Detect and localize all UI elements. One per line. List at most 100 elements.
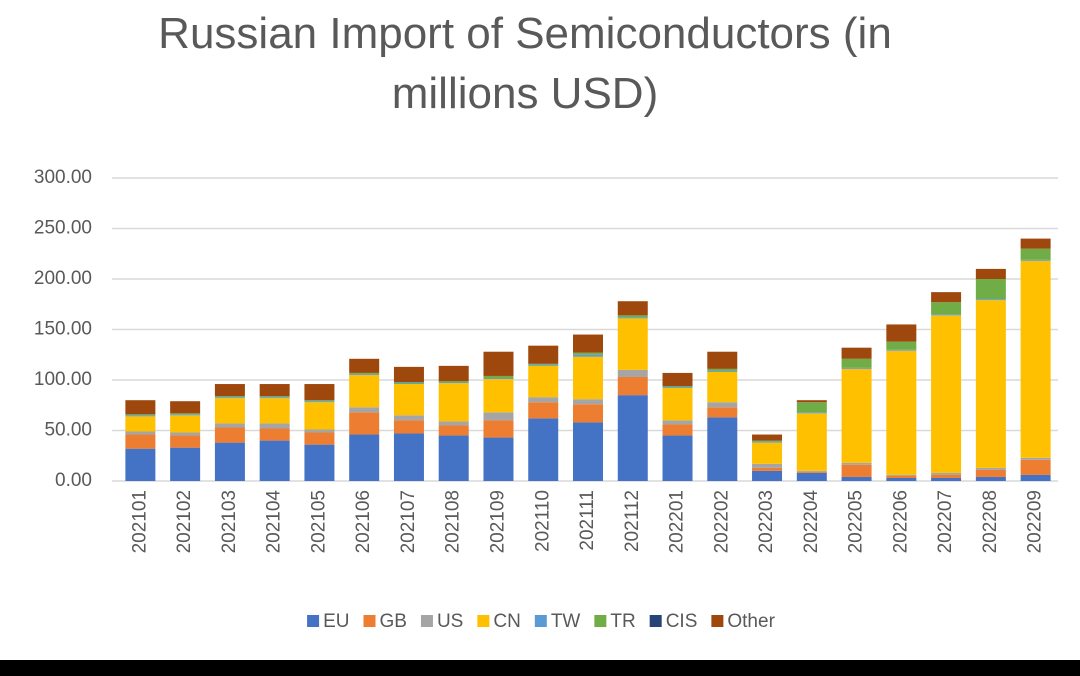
bar-segment	[393, 415, 424, 421]
x-tick-label: 202111	[577, 490, 598, 551]
bar-segment	[214, 398, 245, 424]
bar-segment	[841, 358, 872, 368]
bar-segment	[393, 420, 424, 434]
bar-segment	[841, 464, 872, 477]
bar-segment	[573, 404, 603, 423]
chart-title: Russian Import of Semiconductors (in mil…	[158, 9, 892, 118]
bar-segment	[304, 384, 335, 401]
legend-swatch	[711, 615, 724, 627]
bar-segment	[170, 447, 201, 481]
bar-segment	[573, 422, 603, 481]
bar-segment	[214, 396, 245, 398]
bar-segment	[975, 300, 1006, 468]
legend-label: GB	[380, 611, 407, 632]
legend-swatch	[363, 615, 376, 627]
bar-segment	[707, 370, 738, 372]
bar-segment	[483, 377, 514, 379]
bar-segment	[841, 462, 872, 465]
bar-segment	[617, 369, 648, 377]
bar-segment	[483, 351, 514, 376]
bar-segment	[886, 349, 917, 351]
x-tick-label: 202202	[711, 490, 732, 553]
legend-swatch	[594, 615, 607, 627]
bar-segment	[931, 472, 962, 475]
y-tick-label: 300.00	[34, 167, 92, 188]
bar-segment	[125, 414, 156, 416]
x-tick-label: 202108	[443, 490, 464, 553]
bar-segment	[662, 420, 693, 425]
bar-segment	[796, 413, 827, 471]
bar-segment	[125, 415, 156, 417]
bar-segment	[752, 440, 783, 442]
bar-segment	[975, 299, 1006, 301]
bar-segment	[931, 477, 962, 481]
bar-segment	[975, 279, 1006, 300]
x-tick-label: 202209	[1025, 490, 1046, 553]
bar-segment	[617, 301, 648, 316]
legend-label: TR	[610, 611, 635, 632]
bar-segment	[1020, 260, 1051, 458]
bar-segment	[752, 434, 783, 441]
bar-segment	[662, 386, 693, 388]
bar-segment	[573, 352, 603, 355]
bar-segment	[125, 431, 156, 435]
bar-segment	[528, 397, 559, 403]
bar-segment	[931, 302, 962, 315]
bar-segment	[528, 364, 559, 366]
bar-segment	[304, 432, 335, 445]
y-tick-label: 250.00	[34, 218, 92, 239]
bar-segment	[349, 373, 380, 375]
bar-segment	[662, 372, 693, 387]
bar-segment	[438, 381, 469, 383]
bar-segment	[170, 435, 201, 448]
legend-swatch	[420, 615, 433, 627]
legend-swatch	[534, 615, 547, 627]
y-tick-label: 200.00	[34, 268, 92, 289]
legend-label: CIS	[666, 611, 698, 632]
x-tick-label: 202104	[264, 490, 285, 554]
legend-label: US	[437, 611, 463, 632]
bar-segment	[393, 384, 424, 416]
x-tick-label: 202103	[219, 490, 240, 553]
bar-segment	[259, 398, 290, 424]
x-tick-label: 202105	[308, 490, 329, 553]
bar-segment	[1020, 459, 1051, 475]
y-tick-label: 100.00	[34, 369, 92, 390]
bar-segment	[707, 407, 738, 418]
bar-segment	[125, 400, 156, 415]
bar-segment	[438, 383, 469, 422]
bar-segment	[483, 378, 514, 413]
bar-segment	[975, 476, 1006, 481]
y-tick-label: 150.00	[34, 319, 92, 340]
bar-segment	[886, 350, 917, 475]
x-tick-label: 202107	[398, 490, 419, 553]
bar-segment	[393, 433, 424, 481]
bar-segment	[304, 429, 335, 433]
bar-segment	[573, 334, 603, 353]
bar-segment	[349, 434, 380, 481]
bar-segment	[349, 412, 380, 435]
bar-segment	[707, 402, 738, 408]
bar-segment	[796, 400, 827, 403]
x-tick-label: 202101	[129, 490, 150, 553]
x-tick-label: 202206	[890, 490, 911, 553]
bar-segment	[752, 463, 783, 468]
legend-swatch	[477, 615, 490, 627]
x-tick-label: 202106	[353, 490, 374, 553]
bar-segment	[707, 368, 738, 371]
bar-segment	[796, 471, 827, 473]
bar-segment	[886, 341, 917, 350]
bar-segment	[975, 268, 1006, 279]
bar-segment	[662, 424, 693, 436]
bar-segment	[886, 474, 917, 476]
x-tick-label: 202203	[756, 490, 777, 553]
x-tick-label: 202102	[174, 490, 195, 553]
x-tick-label: 202208	[980, 490, 1001, 553]
bar-segment	[752, 470, 783, 481]
bar-segment	[125, 448, 156, 481]
bar-segment	[1020, 457, 1051, 460]
bar-segment	[349, 374, 380, 408]
bar-segment	[528, 418, 559, 481]
bar-segment	[617, 318, 648, 370]
